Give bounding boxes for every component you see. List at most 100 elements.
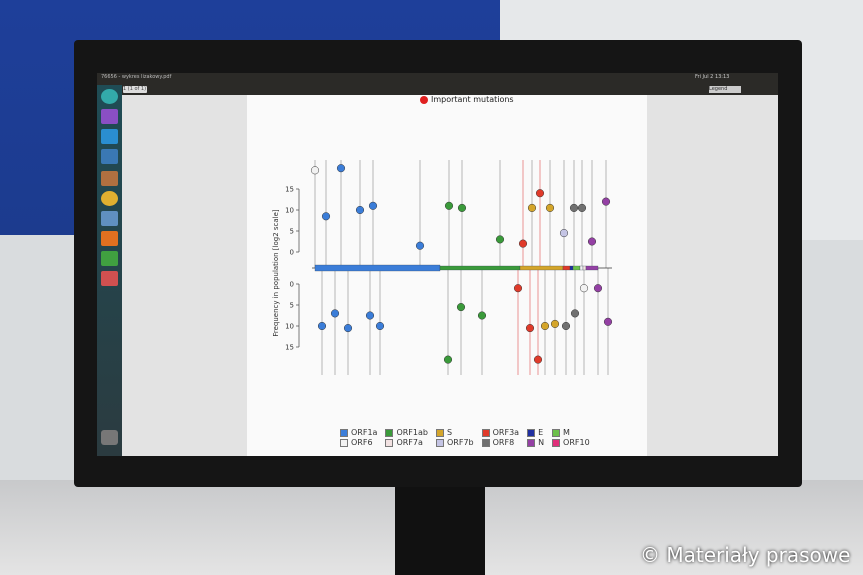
- launcher-sidebar: [97, 85, 122, 456]
- mutation-point: [593, 284, 603, 293]
- app-icon[interactable]: [101, 211, 118, 226]
- mutation-point: [321, 212, 331, 221]
- mutation-point: [518, 239, 528, 248]
- gene-segment-orf1a: [314, 264, 441, 272]
- gene-segment-orf1ab: [439, 265, 521, 271]
- legend-item: ORF7b: [435, 438, 474, 447]
- monitor-stand: [395, 480, 485, 575]
- legend-swatch: [340, 428, 348, 437]
- clock: Fri Jul 2 13:13: [695, 74, 730, 80]
- y-tick-label: 15: [285, 186, 294, 194]
- legend-label: N: [538, 438, 545, 447]
- legend-label: ORF6: [351, 438, 373, 447]
- legend-item: E: [527, 428, 544, 437]
- mutation-point: [513, 284, 523, 293]
- legend: ORF1a ORF1ab S ORF3a E M ORF6 ORF7a ORF7b ORF8 N OR…: [340, 428, 590, 447]
- y-tick-label: 5: [290, 302, 294, 310]
- mutation-point: [336, 164, 346, 173]
- mutation-point: [570, 309, 580, 318]
- mutation-point: [561, 321, 571, 331]
- important-mutations-note: Important mutations: [420, 95, 514, 104]
- mutation-point: [457, 203, 467, 212]
- gene-segment-m: [572, 265, 581, 271]
- legend-label: ORF3a: [492, 428, 520, 437]
- legend-item: ORF8: [481, 438, 519, 447]
- legend-item: N: [527, 438, 544, 447]
- spreadsheet-icon[interactable]: [101, 251, 118, 266]
- gene-segment-orf3a: [562, 265, 571, 271]
- mutation-point: [355, 205, 365, 215]
- mutation-point: [535, 189, 545, 198]
- legend-label: S: [446, 428, 453, 437]
- page-number-input[interactable]: 1 (1 of 1): [123, 86, 147, 93]
- mutation-point: [545, 203, 555, 212]
- mutation-point: [365, 311, 375, 320]
- red-dot-icon: [420, 95, 428, 104]
- legend-swatch: [552, 438, 561, 447]
- y-tick-label: 0: [290, 281, 294, 289]
- legend-swatch: [481, 428, 490, 437]
- app-icon[interactable]: [101, 231, 118, 246]
- mutation-point: [550, 319, 560, 328]
- legend-swatch: [435, 438, 444, 447]
- mutation-point: [456, 303, 466, 312]
- legend-swatch: [340, 438, 348, 447]
- mutation-point: [415, 241, 425, 250]
- chrome-icon[interactable]: [101, 191, 118, 206]
- y-tick-label: 5: [290, 228, 294, 236]
- y-tick-label: 15: [285, 344, 294, 352]
- mutation-point: [477, 311, 487, 320]
- app-icon[interactable]: [101, 109, 118, 124]
- gene-segment-s: [519, 265, 564, 271]
- mutation-point: [569, 203, 579, 212]
- legend-swatch: [527, 428, 536, 437]
- mutation-point: [317, 321, 327, 331]
- window-title: 76656 - wykres lizakowy.pdf: [101, 74, 172, 80]
- mutation-point: [310, 166, 320, 175]
- legend-item: ORF7a: [385, 438, 428, 447]
- app-icon[interactable]: [101, 149, 118, 164]
- legend-swatch: [527, 438, 536, 447]
- y-axis-label: Frequency in population [log2 scale]: [272, 209, 280, 337]
- top-bar: 76656 - wykres lizakowy.pdf Fri Jul 2 13…: [97, 73, 778, 95]
- gene-segment-orf7a: [582, 265, 587, 271]
- legend-label: ORF1ab: [396, 428, 428, 437]
- app-icon[interactable]: [101, 129, 118, 144]
- mutation-point: [525, 324, 535, 333]
- legend-item: ORF10: [552, 438, 590, 447]
- mutation-point: [533, 355, 543, 364]
- legend-swatch: [385, 428, 394, 437]
- files-icon[interactable]: [101, 171, 118, 186]
- pdf-viewer-icon[interactable]: [101, 271, 118, 286]
- mutation-point: [540, 321, 550, 331]
- mutation-point: [444, 201, 454, 210]
- legend-swatch: [481, 438, 490, 447]
- legend-label: ORF8: [492, 438, 515, 447]
- legend-item: M: [552, 428, 590, 437]
- monitor-screen: 76656 - wykres lizakowy.pdf Fri Jul 2 13…: [97, 73, 778, 456]
- pdf-page: [247, 95, 647, 456]
- legend-label: ORF10: [563, 438, 590, 447]
- mutation-point: [601, 197, 611, 206]
- legend-label: M: [563, 428, 570, 437]
- legend-label: ORF7a: [396, 438, 423, 447]
- legend-item: ORF1a: [340, 428, 377, 437]
- y-tick-label: 0: [290, 249, 294, 257]
- zoom-select[interactable]: Legend: [709, 86, 741, 93]
- mutation-point: [368, 201, 378, 210]
- mutation-point: [527, 203, 537, 212]
- legend-swatch: [552, 428, 561, 437]
- gene-segment-e: [569, 265, 574, 271]
- annotation-text: Important mutations: [431, 95, 514, 104]
- mutation-point: [443, 355, 453, 364]
- mutation-point: [579, 284, 589, 293]
- legend-item: ORF1ab: [385, 428, 428, 437]
- mutation-point: [577, 203, 587, 212]
- legend-label: ORF7b: [446, 438, 474, 447]
- mutation-point: [603, 317, 613, 326]
- legend-item: ORF6: [340, 438, 377, 447]
- legend-label: E: [538, 428, 544, 437]
- dash-icon[interactable]: [101, 89, 118, 104]
- trash-icon[interactable]: [101, 430, 118, 445]
- legend-item: S: [435, 428, 474, 437]
